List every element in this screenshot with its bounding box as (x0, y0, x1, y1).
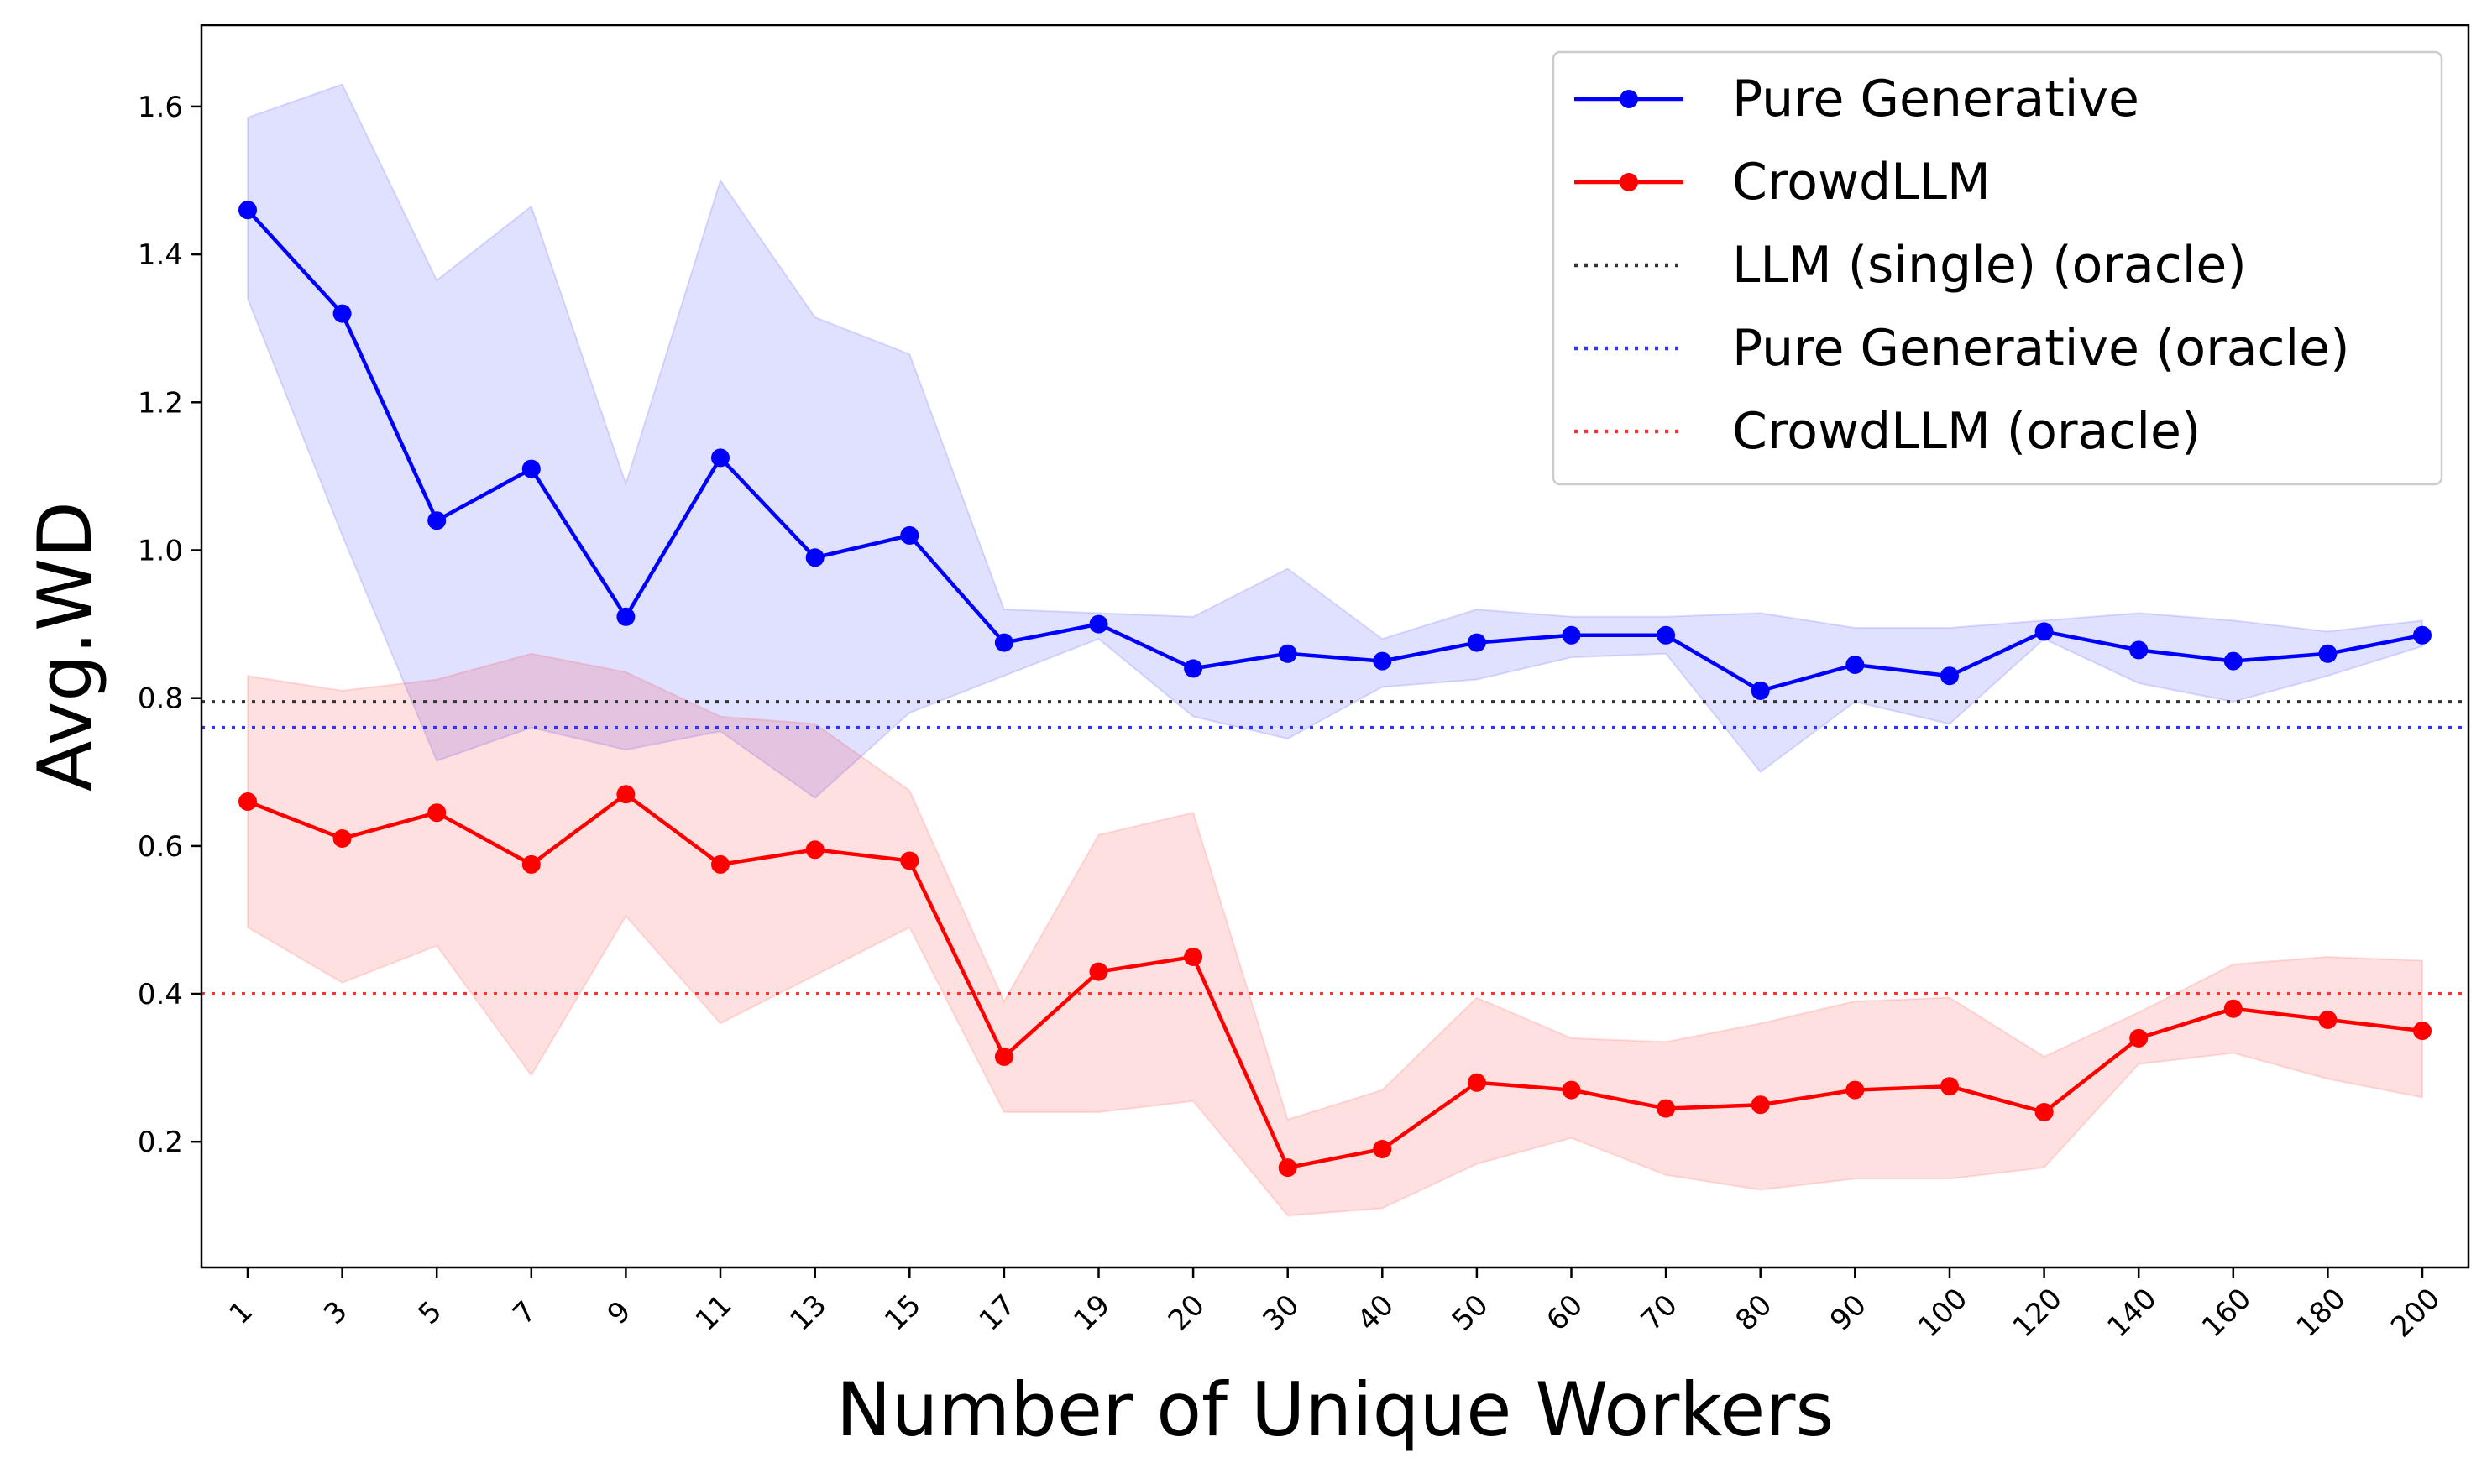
legend-swatch-marker (1620, 173, 1638, 191)
data-point-pure-generative (805, 548, 825, 567)
legend-label: Pure Generative (oracle) (1732, 319, 2350, 378)
y-tick-label: 1.2 (138, 386, 183, 420)
data-point-pure-generative (1467, 633, 1486, 652)
data-point-pure-generative (2318, 644, 2338, 663)
y-tick-label: 1.6 (138, 91, 183, 124)
data-point-pure-generative (521, 459, 541, 478)
y-tick-label: 0.2 (138, 1126, 183, 1159)
band-crowdllm (247, 652, 2423, 1217)
data-point-crowdllm (2129, 1028, 2149, 1048)
data-point-pure-generative (2129, 640, 2149, 660)
data-point-crowdllm (1089, 962, 1108, 981)
plot-frame (200, 24, 2470, 1269)
series-line-pure-generative (246, 208, 2423, 693)
data-point-pure-generative (1562, 625, 1581, 645)
data-point-pure-generative (711, 448, 730, 468)
legend-label: CrowdLLM (oracle) (1732, 402, 2201, 461)
data-point-crowdllm (1467, 1073, 1486, 1092)
data-point-crowdllm (1562, 1080, 1581, 1100)
y-tick-label: 1.4 (138, 238, 183, 272)
data-point-pure-generative (1278, 644, 1297, 663)
data-point-pure-generative (1373, 651, 1392, 671)
data-point-pure-generative (1089, 614, 1108, 634)
series-lines (238, 201, 2432, 1178)
data-point-crowdllm (711, 854, 730, 874)
data-point-pure-generative (2034, 622, 2054, 641)
legend-box (1552, 50, 2443, 486)
data-point-crowdllm (1940, 1077, 1959, 1096)
data-point-crowdllm (805, 840, 825, 860)
data-point-crowdllm (616, 785, 636, 804)
data-point-pure-generative (1184, 659, 1203, 678)
data-point-crowdllm (2034, 1103, 2054, 1121)
data-point-pure-generative (1845, 656, 1865, 674)
data-point-pure-generative (332, 304, 352, 323)
data-point-pure-generative (1657, 625, 1676, 645)
x-axis-label: Number of Unique Workers (836, 1366, 1835, 1453)
data-point-crowdllm (994, 1047, 1013, 1066)
data-point-crowdllm (1751, 1095, 1770, 1115)
data-point-crowdllm (900, 851, 919, 870)
series-line-crowdllm (247, 792, 2423, 1170)
data-point-crowdllm (1657, 1099, 1676, 1118)
data-point-crowdllm (1278, 1158, 1297, 1178)
data-point-pure-generative (900, 525, 919, 545)
y-tick-label: 0.6 (138, 830, 183, 864)
y-axis-label: Avg.WD (22, 501, 108, 792)
data-point-pure-generative (2413, 625, 2432, 645)
data-point-crowdllm (1373, 1140, 1392, 1158)
legend-label: Pure Generative (1732, 70, 2139, 128)
y-axis: 0.2 0.4 0.6 0.8 1.0 1.2 1.4 1.6 (138, 91, 202, 1159)
data-point-crowdllm (427, 803, 447, 823)
data-point-pure-generative (616, 607, 636, 626)
data-point-pure-generative (1751, 681, 1770, 700)
confidence-bands (247, 83, 2423, 1217)
data-point-pure-generative (1940, 666, 1959, 686)
y-tick-label: 1.0 (138, 535, 183, 568)
data-point-pure-generative (994, 633, 1013, 652)
legend-swatch-marker (1620, 90, 1638, 108)
y-tick-label: 0.4 (138, 978, 183, 1011)
legend: Pure Generative CrowdLLM LLM (single) (ora… (1552, 50, 2443, 486)
legend-label: CrowdLLM (1732, 153, 1991, 212)
data-point-pure-generative (427, 511, 447, 530)
data-point-crowdllm (1184, 948, 1203, 966)
band-pure-generative (247, 83, 2423, 799)
data-point-crowdllm (238, 792, 257, 811)
data-point-crowdllm (2318, 1010, 2338, 1029)
legend-label: LLM (single) (oracle) (1732, 236, 2247, 295)
data-point-crowdllm (332, 829, 352, 848)
data-point-pure-generative (238, 201, 257, 220)
data-point-pure-generative (2223, 651, 2243, 671)
data-point-crowdllm (1845, 1080, 1865, 1100)
data-point-crowdllm (2223, 999, 2243, 1018)
y-tick-label: 0.8 (138, 682, 183, 716)
data-point-crowdllm (521, 854, 541, 874)
data-point-crowdllm (2413, 1022, 2432, 1041)
